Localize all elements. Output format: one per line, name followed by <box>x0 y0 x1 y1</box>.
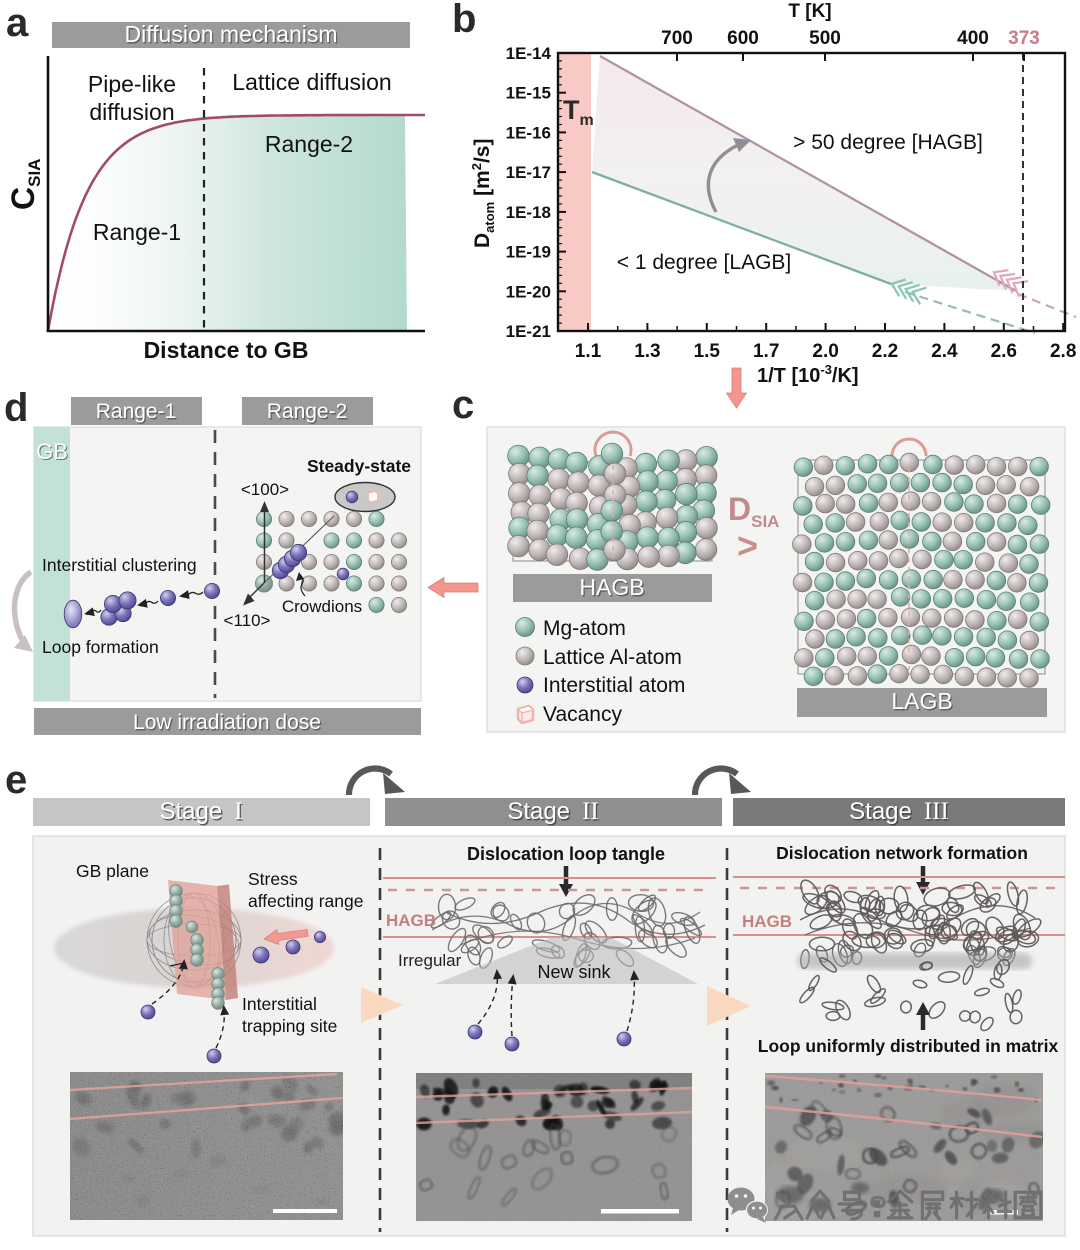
svg-text:< 1 degree [LAGB]: < 1 degree [LAGB] <box>617 251 792 274</box>
svg-text:1E-20: 1E-20 <box>506 282 551 301</box>
svg-text:HAGB: HAGB <box>579 574 644 600</box>
svg-text:Dislocation loop tangle: Dislocation loop tangle <box>467 844 665 864</box>
svg-text:<100>: <100> <box>241 480 289 499</box>
svg-text:1E-17: 1E-17 <box>506 163 551 182</box>
svg-text:2.4: 2.4 <box>931 341 958 362</box>
svg-text:HAGB: HAGB <box>581 575 646 601</box>
svg-text:400: 400 <box>957 28 989 49</box>
svg-text:CSIA: CSIA <box>5 159 44 210</box>
svg-text:a: a <box>6 1 29 45</box>
svg-text:Low irradiation dose: Low irradiation dose <box>134 712 322 735</box>
svg-text:1E-19: 1E-19 <box>506 243 551 262</box>
svg-text:2.6: 2.6 <box>991 341 1017 362</box>
svg-text:New sink: New sink <box>537 962 611 982</box>
svg-text:Range-2: Range-2 <box>268 401 349 424</box>
svg-text:Distance to GB: Distance to GB <box>144 337 309 363</box>
svg-text:1E-14: 1E-14 <box>506 44 552 63</box>
svg-text:Stress: Stress <box>248 869 298 889</box>
svg-text:1.5: 1.5 <box>694 341 721 362</box>
svg-text:Range-2: Range-2 <box>267 400 348 423</box>
svg-text:HAGB: HAGB <box>386 911 436 930</box>
svg-text:2.0: 2.0 <box>812 341 838 362</box>
svg-text:c: c <box>452 383 474 427</box>
svg-text:Range-1: Range-1 <box>97 401 178 424</box>
svg-text:1.7: 1.7 <box>753 341 779 362</box>
svg-text:Irregular: Irregular <box>398 951 462 970</box>
svg-text:Crowdions: Crowdions <box>282 597 362 616</box>
svg-text:Pipe-like: Pipe-like <box>88 71 176 97</box>
svg-text:<110>: <110> <box>224 611 271 630</box>
svg-text:Stage III: Stage III <box>849 798 949 825</box>
svg-text:Diffusion mechanism: Diffusion mechanism <box>126 22 339 48</box>
svg-text:affecting range: affecting range <box>248 891 363 911</box>
svg-text:Steady-state: Steady-state <box>307 456 411 476</box>
svg-text:Lattice Al-atom: Lattice Al-atom <box>543 646 682 669</box>
svg-text:1E-21: 1E-21 <box>506 322 551 341</box>
svg-text:Stage I: Stage I <box>161 799 244 826</box>
svg-text:GB plane: GB plane <box>76 861 149 881</box>
svg-text:>: > <box>737 525 758 566</box>
svg-text:Stage III: Stage III <box>851 799 951 826</box>
svg-text:Range-2: Range-2 <box>265 131 353 157</box>
svg-text:Diffusion mechanism: Diffusion mechanism <box>124 21 337 47</box>
svg-text:GB: GB <box>37 440 69 465</box>
svg-text:1/T [10-3/K]: 1/T [10-3/K] <box>757 362 859 387</box>
svg-text:2.8: 2.8 <box>1050 341 1076 362</box>
svg-text:Vacancy: Vacancy <box>543 703 622 726</box>
svg-text:GB: GB <box>36 439 68 464</box>
svg-text:600: 600 <box>727 28 759 49</box>
svg-text:Range-1: Range-1 <box>96 400 177 423</box>
svg-text:e: e <box>5 758 27 802</box>
svg-text:1E-16: 1E-16 <box>506 123 551 142</box>
svg-text:Tm: Tm <box>563 95 594 129</box>
svg-text:Stage I: Stage I <box>159 798 242 825</box>
svg-text:d: d <box>4 386 28 430</box>
svg-text:Low irradiation dose: Low irradiation dose <box>133 711 321 734</box>
svg-text:Loop formation: Loop formation <box>42 637 159 657</box>
svg-text:DSIA: DSIA <box>728 491 779 531</box>
svg-text:HAGB: HAGB <box>742 912 792 931</box>
svg-text:1.3: 1.3 <box>634 341 660 362</box>
svg-text:diffusion: diffusion <box>89 99 174 125</box>
svg-text:1E-15: 1E-15 <box>506 84 551 103</box>
svg-text:LAGB: LAGB <box>891 688 952 714</box>
svg-text:Loop uniformly distributed in: Loop uniformly distributed in matrix <box>758 1036 1059 1056</box>
svg-text:Dislocation network formation: Dislocation network formation <box>776 843 1028 863</box>
svg-text:Interstitial: Interstitial <box>242 994 317 1014</box>
svg-text:b: b <box>452 0 476 41</box>
svg-text:500: 500 <box>809 28 841 49</box>
svg-text:trapping site: trapping site <box>242 1016 337 1036</box>
svg-text:700: 700 <box>661 28 693 49</box>
svg-text:1.1: 1.1 <box>575 341 602 362</box>
svg-text:> 50 degree [HAGB]: > 50 degree [HAGB] <box>793 131 983 154</box>
svg-text:LAGB: LAGB <box>893 689 954 715</box>
svg-text:Mg-atom: Mg-atom <box>543 617 626 640</box>
svg-text:Stage II: Stage II <box>507 798 598 825</box>
svg-text:1E-18: 1E-18 <box>506 203 551 222</box>
svg-text:2.2: 2.2 <box>872 341 898 362</box>
svg-text:Stage II: Stage II <box>509 799 600 826</box>
svg-text:Interstitial clustering: Interstitial clustering <box>42 555 197 575</box>
svg-text:Range-1: Range-1 <box>93 219 181 245</box>
svg-text:373: 373 <box>1008 28 1040 49</box>
svg-text:Interstitial atom: Interstitial atom <box>543 674 685 697</box>
svg-text:Lattice diffusion: Lattice diffusion <box>232 69 391 95</box>
svg-text:T [K]: T [K] <box>788 1 831 22</box>
svg-text:Datom [m2/s]: Datom [m2/s] <box>469 139 497 248</box>
